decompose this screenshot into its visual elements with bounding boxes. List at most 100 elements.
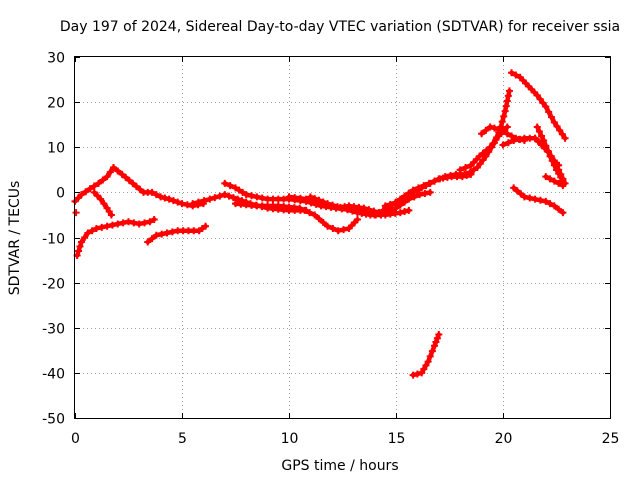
data-point bbox=[242, 191, 250, 199]
data-point bbox=[306, 193, 314, 201]
data-point bbox=[426, 352, 434, 360]
data-point bbox=[542, 173, 550, 181]
data-point bbox=[334, 227, 342, 235]
data-point bbox=[413, 370, 421, 378]
data-point bbox=[225, 192, 233, 200]
data-point bbox=[92, 224, 100, 232]
data-point bbox=[503, 130, 511, 138]
series-track-3 bbox=[73, 215, 158, 260]
data-point bbox=[500, 112, 508, 120]
data-point bbox=[424, 358, 432, 366]
x-tick-label: 10 bbox=[281, 431, 299, 447]
data-point bbox=[486, 143, 494, 151]
data-point bbox=[548, 157, 556, 165]
data-point bbox=[150, 215, 158, 223]
data-point bbox=[501, 107, 509, 115]
data-point bbox=[141, 219, 149, 227]
y-tick-label: 30 bbox=[47, 51, 65, 67]
data-point bbox=[122, 173, 130, 181]
data-point bbox=[557, 173, 565, 181]
series-track-20 bbox=[542, 173, 567, 190]
data-point bbox=[405, 191, 413, 199]
data-point bbox=[435, 331, 443, 339]
data-point bbox=[239, 188, 247, 196]
data-point bbox=[234, 195, 242, 203]
data-point bbox=[375, 209, 383, 217]
series-track-12 bbox=[381, 170, 475, 210]
data-point bbox=[466, 168, 474, 176]
data-point bbox=[550, 161, 558, 169]
y-tick-label: 0 bbox=[56, 186, 65, 202]
data-point bbox=[555, 179, 563, 187]
data-point bbox=[409, 188, 417, 196]
data-point bbox=[315, 215, 323, 223]
data-point bbox=[381, 202, 389, 210]
data-point bbox=[97, 195, 105, 203]
data-point bbox=[539, 99, 547, 107]
data-point bbox=[130, 219, 138, 227]
data-point bbox=[432, 338, 440, 346]
data-point bbox=[324, 200, 332, 208]
data-point bbox=[114, 167, 122, 175]
data-point bbox=[550, 177, 558, 185]
data-point bbox=[510, 184, 518, 192]
data-point bbox=[206, 195, 214, 203]
axis-ticks: 0 5 10 15 20 25 -50 -40 -30 -20 -10 0 10 20 30 bbox=[42, 51, 619, 448]
series-track-8 bbox=[232, 200, 361, 235]
data-point bbox=[165, 195, 173, 203]
data-point bbox=[559, 209, 567, 217]
data-point bbox=[540, 136, 548, 144]
data-point bbox=[353, 215, 361, 223]
data-point bbox=[504, 92, 512, 100]
data-point bbox=[431, 177, 439, 185]
y-tick-label: -30 bbox=[42, 322, 65, 338]
data-point bbox=[526, 194, 534, 202]
data-point bbox=[559, 182, 567, 190]
data-point bbox=[296, 204, 304, 212]
data-point bbox=[544, 147, 552, 155]
data-point bbox=[498, 118, 506, 126]
y-tick-label: -10 bbox=[42, 232, 65, 248]
data-point bbox=[433, 334, 441, 342]
data-point bbox=[422, 182, 430, 190]
data-point bbox=[542, 142, 550, 150]
data-point bbox=[107, 211, 115, 219]
data-point bbox=[418, 369, 426, 377]
data-point bbox=[324, 222, 332, 230]
data-point bbox=[413, 186, 421, 194]
data-point bbox=[229, 194, 237, 202]
data-point bbox=[490, 124, 498, 132]
data-point bbox=[463, 170, 471, 178]
data-point bbox=[343, 206, 351, 214]
data-point bbox=[157, 193, 165, 201]
data-point bbox=[409, 371, 417, 379]
data-point bbox=[88, 227, 96, 235]
data-point bbox=[348, 207, 356, 215]
data-point bbox=[129, 179, 137, 187]
data-point bbox=[422, 361, 430, 369]
data-point bbox=[183, 201, 191, 209]
data-point bbox=[548, 113, 556, 121]
data-point bbox=[550, 118, 558, 126]
data-point bbox=[202, 222, 210, 230]
series-track-22 bbox=[409, 331, 443, 379]
data-point bbox=[119, 219, 127, 227]
data-point bbox=[512, 71, 520, 79]
data-point bbox=[546, 175, 554, 183]
data-point bbox=[482, 126, 490, 134]
data-point bbox=[431, 342, 439, 350]
data-point bbox=[536, 95, 544, 103]
data-point bbox=[118, 170, 126, 178]
data-point bbox=[561, 134, 569, 142]
data-point bbox=[503, 97, 511, 105]
y-axis-label: SDTVAR / TECUs bbox=[7, 181, 23, 296]
data-point bbox=[319, 198, 327, 206]
data-point bbox=[340, 226, 348, 234]
data-point bbox=[504, 139, 512, 147]
data-point bbox=[396, 209, 404, 217]
data-point bbox=[515, 135, 523, 143]
data-point bbox=[546, 152, 554, 160]
data-point bbox=[100, 200, 108, 208]
x-tick-label: 25 bbox=[602, 431, 620, 447]
data-point bbox=[334, 203, 342, 211]
